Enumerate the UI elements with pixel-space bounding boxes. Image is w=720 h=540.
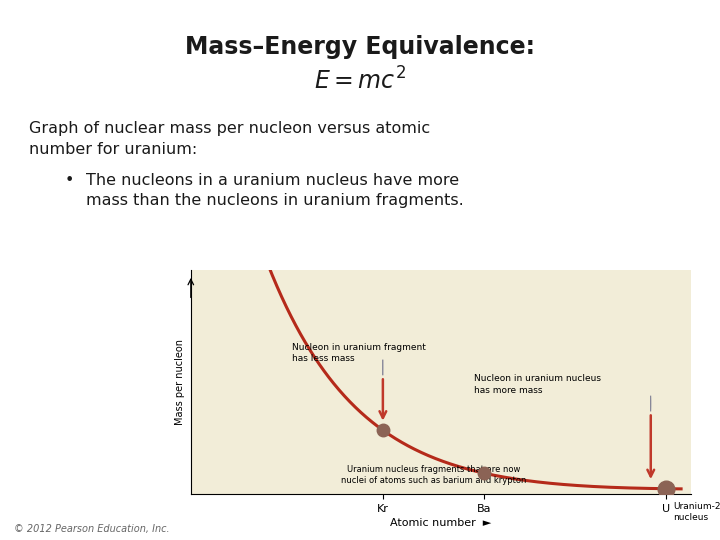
Y-axis label: Mass per nucleon: Mass per nucleon	[175, 339, 185, 425]
Text: Uranium-235
nucleus: Uranium-235 nucleus	[673, 502, 720, 522]
Text: •: •	[65, 173, 74, 188]
Text: Graph of nuclear mass per nucleon versus atomic
number for uranium:: Graph of nuclear mass per nucleon versus…	[29, 122, 430, 157]
Text: © 2012 Pearson Education, Inc.: © 2012 Pearson Education, Inc.	[14, 523, 170, 534]
Text: Nucleon in uranium fragment
has less mass: Nucleon in uranium fragment has less mas…	[292, 343, 426, 363]
Text: Nucleon in uranium nucleus
has more mass: Nucleon in uranium nucleus has more mass	[474, 374, 601, 395]
Text: Mass–Energy Equivalence:: Mass–Energy Equivalence:	[185, 35, 535, 59]
Text: The nucleons in a uranium nucleus have more
mass than the nucleons in uranium fr: The nucleons in a uranium nucleus have m…	[86, 173, 464, 208]
Text: $E = mc^2$: $E = mc^2$	[314, 68, 406, 94]
X-axis label: Atomic number  ►: Atomic number ►	[390, 518, 492, 528]
Text: Uranium nucleus fragments that are now
nuclei of atoms such as barium and krypto: Uranium nucleus fragments that are now n…	[341, 465, 526, 485]
